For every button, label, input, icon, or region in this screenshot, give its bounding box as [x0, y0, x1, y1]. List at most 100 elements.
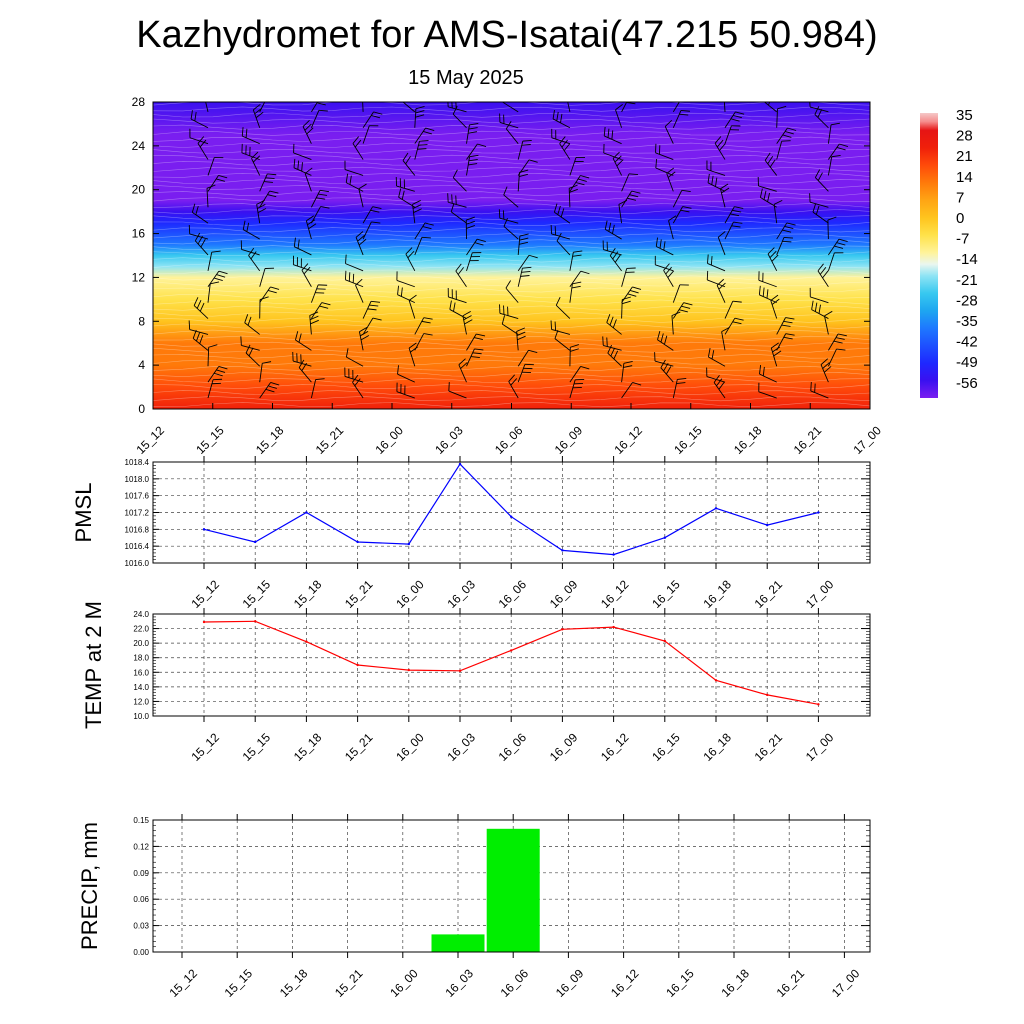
wind-barb-shaft: [241, 152, 260, 160]
wind-barb-shaft: [770, 300, 778, 319]
wind-barb-feather: [660, 359, 666, 369]
wind-barb-feather: [240, 336, 242, 346]
contour-line: [153, 269, 870, 275]
wind-barb-feather: [719, 143, 726, 151]
y-tick-label: 20: [132, 183, 146, 197]
wind-barb-feather: [768, 102, 771, 106]
wind-barb-feather: [321, 96, 330, 98]
contour-line: [153, 136, 870, 142]
colorbar-label: 21: [956, 148, 973, 165]
wind-barb-shaft: [346, 182, 364, 192]
wind-barb-feather: [680, 209, 690, 213]
wind-barb-feather: [360, 330, 369, 337]
wind-barb-shaft: [554, 211, 571, 224]
wind-barb-feather: [627, 197, 637, 201]
x-tick-label: 16_06: [496, 577, 530, 611]
wind-barb-feather: [196, 300, 202, 309]
wind-barb-feather: [421, 320, 431, 324]
x-tick-label: 15_12: [188, 730, 222, 764]
x-tick-label: 15_12: [133, 423, 167, 457]
wind-barb-feather: [422, 226, 432, 230]
wind-barb-shaft: [397, 294, 415, 304]
wind-barb-feather: [457, 267, 464, 275]
colorbar-label: -49: [956, 354, 978, 371]
wind-barb-shaft: [245, 352, 261, 367]
wind-barb-feather: [297, 160, 300, 170]
contour-line: [153, 118, 870, 124]
wind-barb-feather: [354, 139, 362, 148]
y-tick-label: 18.0: [133, 654, 149, 663]
contour-line: [153, 209, 870, 215]
x-tick-label: 16_03: [444, 577, 478, 611]
wind-barb-feather: [822, 362, 830, 369]
wind-barb-shaft: [259, 173, 268, 192]
wind-barb-feather: [218, 175, 228, 179]
wind-barb-feather: [370, 300, 381, 303]
wind-barb-feather: [401, 190, 405, 200]
wind-barb-shaft: [809, 201, 829, 208]
wind-barb-feather: [553, 203, 558, 213]
wind-barb-feather: [522, 266, 532, 269]
wind-barb-shaft: [362, 317, 374, 335]
wind-barb-feather: [352, 374, 359, 383]
wind-barb-feather: [573, 250, 583, 253]
wind-barb-feather: [505, 280, 512, 289]
wind-barb-feather: [683, 302, 693, 306]
wind-barb-feather: [193, 297, 199, 306]
wind-barb-shaft: [517, 159, 530, 176]
wind-barb-feather: [423, 131, 432, 135]
wind-barb-feather: [519, 237, 529, 241]
wind-barb-feather: [372, 206, 382, 209]
wind-barb-feather: [463, 315, 472, 321]
wind-barb-shaft: [310, 110, 320, 128]
colorbar-label: 7: [956, 189, 964, 206]
wind-barb-feather: [563, 143, 571, 151]
wind-barb-shaft: [655, 152, 674, 160]
wind-barb-shaft: [758, 185, 777, 192]
wind-barb-shaft: [207, 347, 210, 367]
wind-barb-shaft: [708, 356, 726, 367]
y-tick-label: 14.0: [133, 683, 149, 692]
colorbar-label: 35: [956, 107, 973, 124]
wind-barb-feather: [415, 110, 425, 114]
wind-barb-feather: [472, 352, 482, 355]
wind-barb-feather: [833, 340, 843, 344]
wind-barb-feather: [449, 300, 452, 310]
wind-barb-shaft: [724, 301, 734, 319]
contour-line: [153, 251, 870, 257]
wind-barb-shaft: [207, 252, 213, 271]
contour-line: [153, 287, 870, 293]
wind-barb-feather: [302, 119, 310, 127]
wind-barb-shaft: [621, 286, 633, 303]
wind-barb-feather: [767, 192, 770, 202]
wind-barb-shaft: [414, 237, 423, 256]
wind-barb-feather: [822, 270, 829, 279]
wind-barb-feather: [319, 305, 329, 309]
wind-barb-shaft: [414, 108, 417, 128]
wind-barb-feather: [763, 190, 767, 200]
wind-barb-feather: [681, 305, 691, 309]
wind-barb-shaft: [707, 182, 726, 192]
wind-barb-feather: [631, 190, 641, 194]
wind-barb-feather: [517, 335, 526, 341]
contour-line: [153, 166, 870, 172]
wind-barb-feather: [247, 316, 252, 326]
x-tick-label: 16_18: [700, 577, 734, 611]
wind-barb-shaft: [810, 390, 829, 399]
wind-barb-shaft: [666, 173, 674, 192]
x-tick-label: 16_09: [552, 423, 586, 457]
wind-barb-feather: [759, 188, 763, 198]
y-tick-label: 12.0: [133, 697, 149, 706]
wind-barb-shaft: [621, 299, 623, 319]
wind-barb-feather: [248, 347, 254, 357]
colorbar: 35 28 21 14 7 0 -7 -14 -21 -28 -35 -42 -49 -56: [920, 107, 978, 398]
wind-barb-feather: [611, 224, 615, 234]
wind-barb-shaft: [621, 382, 633, 399]
wind-barb-feather: [659, 239, 662, 249]
wind-barb-shaft: [499, 217, 519, 224]
wind-barb-shaft: [466, 333, 477, 351]
x-tick-label: 16_00: [393, 577, 427, 611]
colorbar-label: -42: [956, 334, 978, 351]
wind-barb-shaft: [194, 240, 209, 256]
wind-barb-shaft: [811, 309, 829, 319]
